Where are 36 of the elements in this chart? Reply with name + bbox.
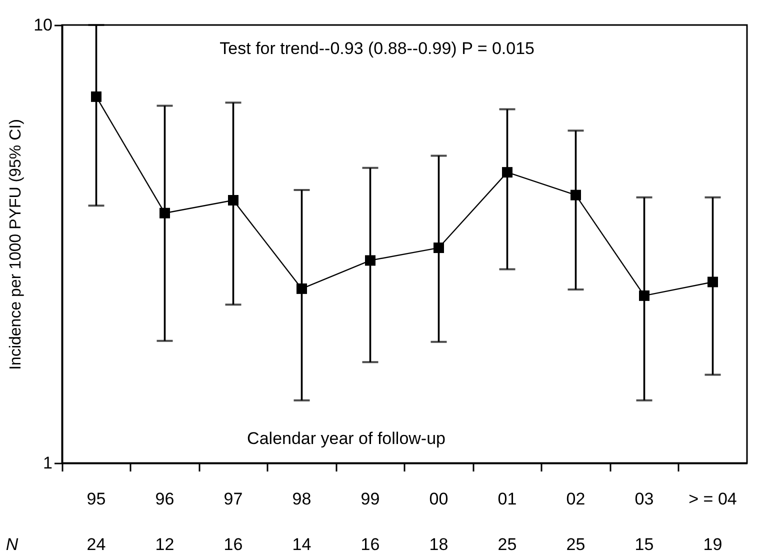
x-tick-label: 96 [155,490,174,508]
x-tick-label: 03 [634,490,654,508]
x-tick-label: 99 [360,490,380,508]
annotation: Test for trend--0.93 (0.88--0.99) P = 0.015 [220,39,535,58]
x-axis-title: Calendar year of follow-up [247,429,446,448]
text: 24 [86,535,106,554]
point [296,283,307,294]
point [434,242,444,254]
point [502,167,512,178]
x-tick-label: 00 [429,490,448,508]
point [91,91,102,102]
text: 16 [224,535,243,554]
text: 16 [360,535,380,554]
point [365,255,376,266]
text: 15 [634,535,654,554]
x-tick-label: 98 [292,490,312,508]
point [708,276,718,288]
point [570,190,581,200]
y-axis-title: Incidence per 1000 PYFU (95% CI) [8,119,25,370]
text: N [6,535,19,554]
point [228,195,238,206]
x-tick-label: 97 [224,490,243,508]
text: 25 [498,535,517,554]
text: 25 [566,535,586,554]
text: 12 [155,535,174,554]
point [160,208,170,218]
text: 18 [429,535,448,554]
x-tick-label: 02 [566,490,586,508]
text: 19 [703,535,722,554]
x-tick-label: 95 [86,490,106,508]
y-tick-label: 1 [43,454,52,472]
x-tick-label: > = 04 [688,490,737,508]
text: 14 [292,535,312,554]
x-tick-label: 01 [498,490,517,508]
y-tick-label: 10 [34,16,52,34]
point [639,290,650,301]
